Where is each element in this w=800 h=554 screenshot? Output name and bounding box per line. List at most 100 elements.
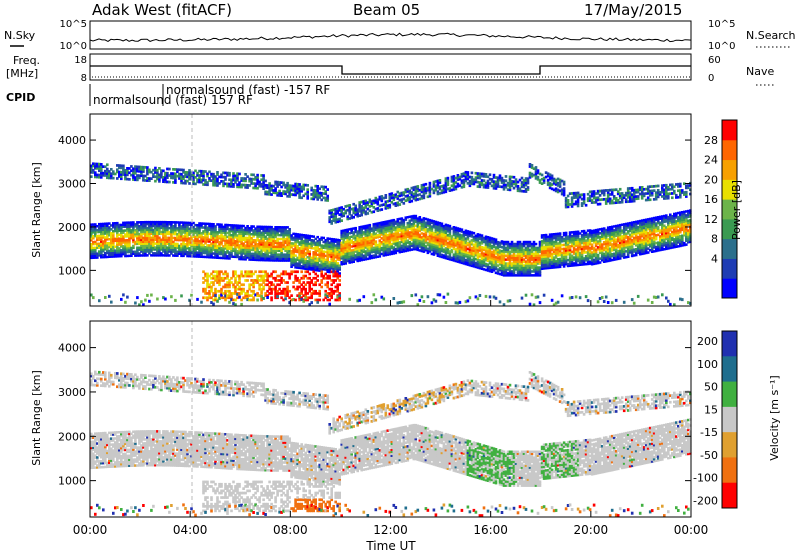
data-cell (194, 235, 197, 239)
data-cell (234, 228, 237, 231)
freq-unit-label: [MHz] (6, 67, 38, 80)
data-cell (124, 177, 127, 181)
data-cell (152, 175, 155, 178)
data-cell (132, 169, 135, 173)
data-cell (256, 250, 259, 254)
data-cell (124, 223, 127, 226)
data-cell (186, 243, 189, 246)
data-cell (262, 182, 265, 186)
data-cell (228, 235, 231, 239)
data-cell (226, 245, 229, 248)
data-cell (182, 248, 185, 252)
data-cell (100, 167, 103, 170)
data-cell (260, 276, 263, 280)
data-cell (144, 238, 147, 241)
data-cell (176, 252, 179, 255)
data-cell (140, 167, 143, 171)
data-cell (108, 234, 111, 237)
data-cell (98, 299, 101, 303)
data-cell (374, 240, 378, 243)
data-cell (246, 270, 249, 274)
data-cell (272, 276, 275, 280)
data-cell (126, 223, 129, 226)
data-cell (124, 229, 127, 232)
data-cell (220, 252, 223, 256)
data-cell (132, 240, 135, 244)
data-cell (276, 226, 279, 229)
data-cell (96, 252, 99, 255)
data-cell (104, 248, 107, 251)
data-cell (106, 243, 109, 247)
data-cell (278, 181, 281, 184)
data-cell (164, 254, 167, 257)
data-cell (98, 234, 101, 238)
data-cell (148, 236, 151, 239)
data-cell (188, 227, 191, 230)
data-cell (252, 231, 255, 234)
data-cell (216, 236, 219, 240)
data-cell (94, 229, 97, 232)
data-cell (144, 242, 147, 245)
data-cell (258, 245, 261, 248)
data-cell (234, 289, 237, 293)
data-cell (212, 248, 215, 251)
data-cell (254, 250, 257, 254)
data-cell (156, 226, 159, 230)
data-cell (492, 173, 496, 177)
data-cell (208, 274, 211, 278)
data-cell (224, 229, 227, 233)
data-cell (178, 244, 181, 248)
data-cell (144, 298, 147, 302)
data-cell (242, 238, 245, 241)
data-cell (256, 245, 259, 248)
data-cell (298, 194, 301, 197)
data-cell (138, 303, 141, 307)
data-cell (154, 242, 157, 245)
data-cell (192, 180, 195, 183)
data-cell (280, 243, 283, 247)
data-cell (198, 235, 201, 239)
data-cell (148, 220, 151, 224)
data-cell (232, 235, 235, 239)
data-cell (122, 235, 125, 238)
data-cell (100, 165, 103, 168)
data-cell (258, 233, 261, 236)
data-cell (286, 245, 289, 249)
data-cell (146, 293, 149, 297)
data-cell (214, 236, 217, 240)
data-cell (298, 247, 301, 250)
data-cell (202, 243, 205, 247)
data-cell (276, 229, 279, 233)
data-cell (232, 272, 235, 276)
data-cell (152, 230, 155, 234)
data-cell (230, 185, 233, 188)
data-cell (124, 241, 127, 244)
data-cell (188, 243, 191, 246)
data-cell (248, 244, 251, 248)
data-cell (108, 170, 111, 173)
data-cell (366, 212, 370, 215)
data-cell (238, 240, 241, 243)
data-cell (260, 279, 263, 282)
data-cell (166, 240, 169, 243)
data-cell (220, 241, 223, 244)
data-cell (198, 247, 201, 251)
data-cell (278, 257, 281, 260)
data-cell (126, 239, 129, 242)
data-cell (202, 232, 205, 235)
data-cell (208, 228, 211, 232)
data-cell (238, 251, 241, 255)
data-cell (266, 296, 269, 299)
data-cell (200, 243, 203, 247)
data-cell (154, 254, 157, 257)
data-cell (144, 246, 147, 249)
data-cell (164, 180, 167, 184)
data-cell (256, 254, 259, 258)
data-cell (196, 251, 199, 254)
data-cell (274, 189, 277, 192)
data-cell (140, 170, 143, 173)
data-cell (164, 220, 167, 224)
data-cell (92, 164, 95, 168)
data-cell (142, 226, 145, 230)
data-cell (232, 185, 235, 188)
